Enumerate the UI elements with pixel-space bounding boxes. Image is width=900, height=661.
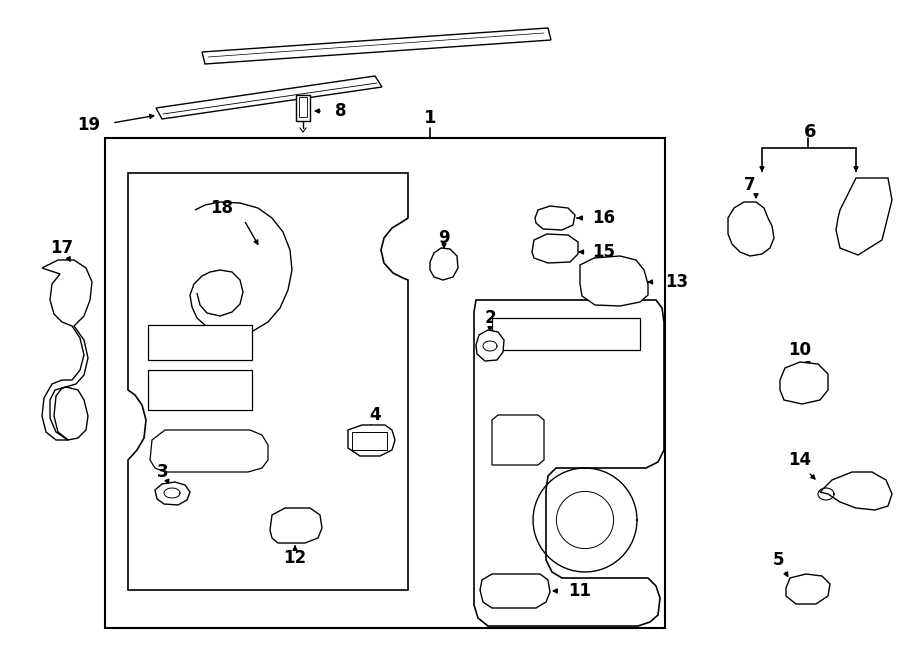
Text: 7: 7 bbox=[744, 176, 756, 194]
Text: 4: 4 bbox=[369, 406, 381, 424]
Text: 16: 16 bbox=[592, 209, 615, 227]
Polygon shape bbox=[535, 206, 575, 230]
Polygon shape bbox=[270, 508, 322, 543]
Text: 15: 15 bbox=[592, 243, 615, 261]
Text: 1: 1 bbox=[424, 109, 436, 127]
Text: 5: 5 bbox=[772, 551, 784, 569]
Text: 6: 6 bbox=[804, 123, 816, 141]
Bar bbox=[299, 97, 307, 117]
Bar bbox=[352, 432, 387, 450]
Bar bbox=[296, 95, 310, 121]
Polygon shape bbox=[430, 248, 458, 280]
Polygon shape bbox=[532, 234, 578, 263]
Text: 9: 9 bbox=[438, 229, 450, 247]
Polygon shape bbox=[580, 256, 648, 306]
Polygon shape bbox=[148, 370, 252, 410]
Text: 11: 11 bbox=[568, 582, 591, 600]
Polygon shape bbox=[480, 574, 550, 608]
Text: 2: 2 bbox=[484, 309, 496, 327]
Polygon shape bbox=[728, 202, 774, 256]
Polygon shape bbox=[474, 300, 664, 626]
Polygon shape bbox=[780, 362, 828, 404]
Polygon shape bbox=[492, 415, 544, 465]
Text: 13: 13 bbox=[665, 273, 688, 291]
Text: 18: 18 bbox=[211, 199, 233, 217]
Polygon shape bbox=[786, 574, 830, 604]
Polygon shape bbox=[156, 76, 382, 119]
Polygon shape bbox=[155, 482, 190, 505]
Text: 10: 10 bbox=[788, 341, 812, 359]
Polygon shape bbox=[820, 472, 892, 510]
Bar bbox=[105, 138, 665, 628]
Polygon shape bbox=[202, 28, 551, 64]
Text: 3: 3 bbox=[158, 463, 169, 481]
Text: 17: 17 bbox=[50, 239, 74, 257]
Polygon shape bbox=[836, 178, 892, 255]
Text: 12: 12 bbox=[284, 549, 307, 567]
Text: 19: 19 bbox=[76, 116, 100, 134]
Polygon shape bbox=[148, 325, 252, 360]
Polygon shape bbox=[42, 260, 92, 440]
Polygon shape bbox=[348, 425, 395, 456]
Text: 8: 8 bbox=[335, 102, 346, 120]
Polygon shape bbox=[150, 430, 268, 472]
Polygon shape bbox=[492, 318, 640, 350]
Text: 14: 14 bbox=[788, 451, 812, 469]
Polygon shape bbox=[476, 330, 504, 361]
Polygon shape bbox=[128, 173, 408, 590]
